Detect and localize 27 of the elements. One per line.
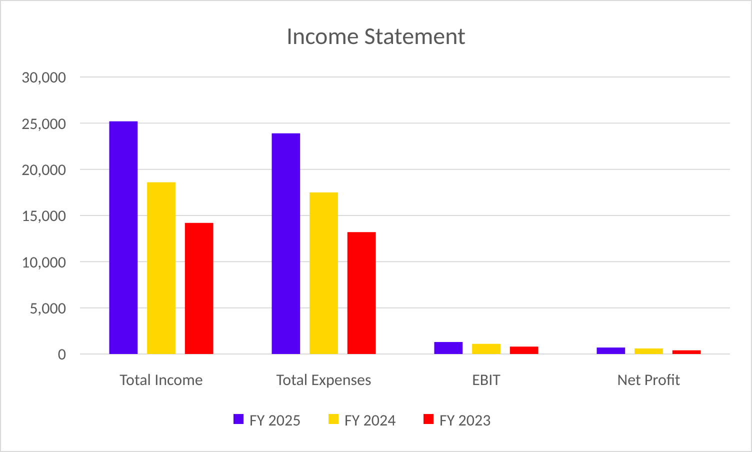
legend-label: FY 2023 bbox=[440, 412, 491, 431]
bar bbox=[184, 222, 214, 354]
y-tick-label: 20,000 bbox=[21, 160, 66, 180]
bar bbox=[109, 121, 138, 354]
bar bbox=[672, 350, 701, 354]
y-tick-label: 25,000 bbox=[21, 114, 66, 134]
bar bbox=[434, 342, 463, 354]
x-tick-label: Total Expenses bbox=[276, 371, 372, 390]
y-tick-label: 15,000 bbox=[21, 207, 66, 226]
x-tick-label: EBIT bbox=[472, 371, 501, 390]
chart-title: Income Statement bbox=[286, 22, 466, 51]
y-tick-label: 30,000 bbox=[21, 68, 66, 88]
bar bbox=[347, 232, 376, 354]
bar bbox=[147, 182, 176, 354]
x-tick-label: Total Income bbox=[120, 371, 203, 390]
bar bbox=[510, 346, 538, 354]
bar bbox=[272, 133, 300, 354]
legend-label: FY 2024 bbox=[344, 412, 396, 431]
y-tick-label: 0 bbox=[58, 346, 66, 365]
x-tick-label: Net Profit bbox=[617, 371, 681, 390]
bar bbox=[634, 348, 663, 354]
bar bbox=[596, 348, 626, 354]
y-tick-label: 10,000 bbox=[21, 253, 66, 272]
legend-label: FY 2025 bbox=[250, 412, 301, 431]
bar bbox=[472, 344, 500, 354]
bar bbox=[310, 192, 338, 354]
y-tick-label: 5,000 bbox=[30, 299, 66, 318]
